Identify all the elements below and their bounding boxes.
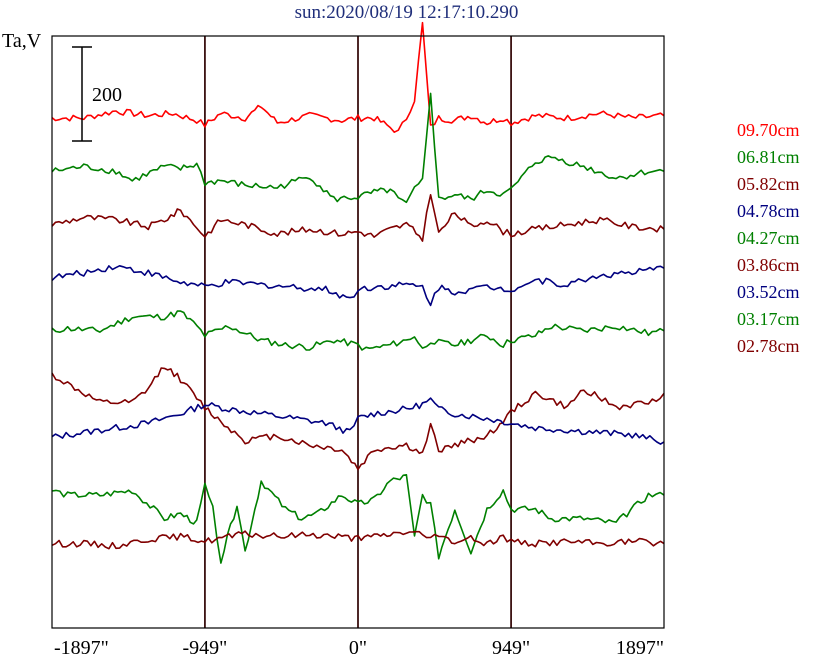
- series-line-03.52cm: [51, 397, 665, 445]
- grid-lines: [204, 36, 512, 628]
- x-tick-label: -1897": [54, 637, 109, 659]
- legend: 09.70cm 06.81cm 05.82cm 04.78cm 04.27cm 03.86…: [737, 117, 800, 360]
- legend-entry: 05.82cm: [737, 174, 800, 194]
- legend-entry: 09.70cm: [737, 120, 800, 140]
- legend-entry: 03.17cm: [737, 309, 800, 329]
- series-line-09.70cm: [51, 21, 665, 133]
- y-axis-label: Ta,V: [2, 30, 42, 52]
- legend-entry: 03.52cm: [737, 282, 800, 302]
- legend-entry: 06.81cm: [737, 147, 800, 167]
- series-line-03.86cm: [51, 367, 665, 471]
- x-tick-label: -949": [183, 637, 228, 659]
- x-tick-labels: -1897" -949" 0" 949" 1897": [54, 637, 664, 659]
- legend-entry: 02.78cm: [737, 336, 800, 356]
- legend-entry: 04.78cm: [737, 201, 800, 221]
- plot-frame: [51, 35, 665, 629]
- series-line-02.78cm: [51, 530, 665, 550]
- series-line-05.82cm: [51, 194, 665, 242]
- x-tick-label: 0": [349, 637, 367, 659]
- chart-title: sun:2020/08/19 12:17:10.290: [294, 2, 519, 23]
- series-line-04.78cm: [51, 264, 665, 307]
- x-tick-label: 1897": [616, 637, 664, 659]
- series-line-04.27cm: [51, 310, 665, 351]
- legend-entry: 03.86cm: [737, 255, 800, 275]
- series-line-03.17cm: [51, 473, 665, 564]
- scale-bar-label: 200: [92, 84, 122, 106]
- scale-bar: 200: [72, 46, 122, 142]
- legend-entry: 04.27cm: [737, 228, 800, 248]
- series-line-06.81cm: [51, 92, 665, 204]
- series-traces: [51, 21, 665, 564]
- x-tick-label: 949": [492, 637, 530, 659]
